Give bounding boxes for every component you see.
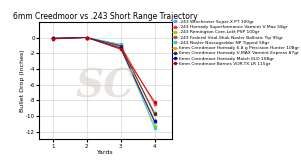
6mm Creedmoor Hornady 6.8 g Precision Hunter 108gr: [51, 37, 54, 39]
6mm Creedmoor Hornady V-MAX Varmint Express 87gr: [85, 36, 88, 38]
6mm Creedmoor Hornady Match ELD 108gr: [153, 120, 157, 122]
6mm Creedmoor Hornady Match ELD 108gr: [85, 36, 88, 38]
.243 Winchester Super-X PT 100gr: [51, 38, 54, 40]
.243 Hornady Superformance Varmint V-Max 58gr: [153, 103, 157, 105]
.243 Federal Vital-Shok Nosler Ballistic Tip 95gr: [85, 36, 88, 38]
6mm Creedmoor Hornady V-MAX Varmint Express 87gr: [51, 37, 54, 39]
Title: 6mm Creedmoor vs .243 Short Range Trajectory: 6mm Creedmoor vs .243 Short Range Trajec…: [13, 12, 198, 21]
Line: 6mm Creedmoor Barnes VOR-TX LR 115gr: 6mm Creedmoor Barnes VOR-TX LR 115gr: [52, 36, 156, 103]
6mm Creedmoor Hornady Match ELD 108gr: [51, 37, 54, 39]
6mm Creedmoor Hornady 6.8 g Precision Hunter 108gr: [85, 36, 88, 38]
Line: 6mm Creedmoor Hornady Match ELD 108gr: 6mm Creedmoor Hornady Match ELD 108gr: [52, 36, 156, 122]
.243 Federal Vital-Shok Nosler Ballistic Tip 95gr: [153, 112, 157, 114]
.243 Remington Core-Lokt PSP 100gr: [153, 125, 157, 127]
.243 Remington Core-Lokt PSP 100gr: [51, 38, 54, 40]
.243 Federal Vital-Shok Nosler Ballistic Tip 95gr: [51, 37, 54, 39]
Y-axis label: Bullet Drop (Inches): Bullet Drop (Inches): [20, 49, 25, 112]
.243 Winchester Super-X PT 100gr: [85, 36, 88, 38]
6mm Creedmoor Hornady V-MAX Varmint Express 87gr: [153, 113, 157, 115]
6mm Creedmoor Hornady 6.8 g Precision Hunter 108gr: [153, 119, 157, 121]
Line: .243 Federal Vital-Shok Nosler Ballistic Tip 95gr: .243 Federal Vital-Shok Nosler Ballistic…: [52, 36, 156, 114]
.243 Hornady Superformance Varmint V-Max 58gr: [119, 44, 123, 46]
Line: 6mm Creedmoor Hornady V-MAX Varmint Express 87gr: 6mm Creedmoor Hornady V-MAX Varmint Expr…: [52, 36, 156, 115]
.243 Remington Core-Lokt PSP 100gr: [85, 36, 88, 38]
.243 Remington Core-Lokt PSP 100gr: [119, 48, 123, 50]
6mm Creedmoor Barnes VOR-TX LR 115gr: [153, 101, 157, 103]
.243 Hornady Superformance Varmint V-Max 58gr: [51, 37, 54, 39]
6mm Creedmoor Barnes VOR-TX LR 115gr: [119, 48, 123, 50]
X-axis label: Yards: Yards: [97, 150, 114, 155]
.243 Hornady Superformance Varmint V-Max 58gr: [85, 36, 88, 38]
.243 Nosler Nossugeddor NP Tipped 58gr: [119, 43, 123, 45]
Line: .243 Nosler Nossugeddor NP Tipped 58gr: .243 Nosler Nossugeddor NP Tipped 58gr: [52, 36, 156, 130]
6mm Creedmoor Hornady V-MAX Varmint Express 87gr: [119, 45, 123, 47]
6mm Creedmoor Hornady Match ELD 108gr: [119, 47, 123, 49]
Line: .243 Hornady Superformance Varmint V-Max 58gr: .243 Hornady Superformance Varmint V-Max…: [52, 36, 156, 105]
.243 Federal Vital-Shok Nosler Ballistic Tip 95gr: [119, 46, 123, 48]
6mm Creedmoor Barnes VOR-TX LR 115gr: [85, 36, 88, 38]
Line: .243 Remington Core-Lokt PSP 100gr: .243 Remington Core-Lokt PSP 100gr: [52, 36, 156, 127]
6mm Creedmoor Barnes VOR-TX LR 115gr: [51, 38, 54, 40]
.243 Nosler Nossugeddor NP Tipped 58gr: [51, 37, 54, 39]
.243 Nosler Nossugeddor NP Tipped 58gr: [153, 128, 157, 130]
.243 Nosler Nossugeddor NP Tipped 58gr: [85, 36, 88, 38]
Line: 6mm Creedmoor Hornady 6.8 g Precision Hunter 108gr: 6mm Creedmoor Hornady 6.8 g Precision Hu…: [52, 36, 156, 121]
Text: SC: SC: [76, 68, 135, 106]
Line: .243 Winchester Super-X PT 100gr: .243 Winchester Super-X PT 100gr: [52, 36, 156, 123]
.243 Winchester Super-X PT 100gr: [153, 121, 157, 123]
.243 Winchester Super-X PT 100gr: [119, 47, 123, 49]
Legend: .243 Winchester Super-X PT 100gr, .243 Hornady Superformance Varmint V-Max 58gr,: .243 Winchester Super-X PT 100gr, .243 H…: [172, 19, 299, 66]
6mm Creedmoor Hornady 6.8 g Precision Hunter 108gr: [119, 46, 123, 48]
